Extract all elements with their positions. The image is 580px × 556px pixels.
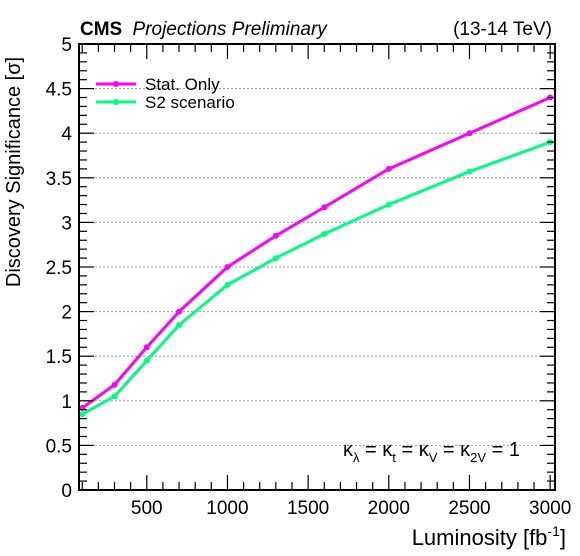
cms-label: CMS — [80, 19, 122, 40]
series-point-2 — [143, 357, 150, 364]
series-point-2 — [466, 168, 473, 175]
y-tick-label: 0 — [61, 481, 72, 502]
axis-ticks — [79, 43, 555, 491]
y-tick-label: 3.5 — [46, 169, 72, 190]
kappa-sub-2v: 2V — [470, 450, 486, 465]
x-tick-label: 3000 — [529, 498, 571, 519]
series-point-1 — [143, 344, 150, 351]
y-axis-title: Discovery Significance [σ] — [3, 57, 25, 287]
equals-sign: = — [437, 439, 460, 461]
series-point-2 — [176, 321, 183, 328]
y-tick-label: 3 — [61, 213, 72, 234]
coupling-annotation: κλ = κt = κV = κ2V = 1 — [343, 439, 520, 465]
energy-label: (13-14 TeV) — [453, 19, 552, 40]
preliminary-label: Projections Preliminary — [133, 19, 329, 40]
kappa-sub-lambda: λ — [353, 450, 360, 465]
equals-sign: = — [396, 439, 419, 461]
kappa-symbol: κ — [343, 439, 354, 461]
y-tick-label: 2 — [61, 303, 72, 324]
legend-label: Stat. Only — [145, 75, 220, 94]
series-point-1 — [176, 308, 183, 315]
header-text: CMS Projections Preliminary — [80, 19, 328, 40]
y-tick-labels: 0 0.5 1 1.5 2 2.5 3 3.5 4 4.5 5 — [46, 35, 73, 502]
grid-lines — [79, 88, 555, 446]
y-tick-label: 2.5 — [46, 258, 72, 279]
kappa-symbol: κ — [382, 439, 393, 461]
x-tick-label: 500 — [131, 498, 163, 519]
series-point-2 — [321, 230, 328, 237]
series-point-2 — [79, 411, 86, 418]
y-tick-label: 4.5 — [46, 80, 72, 101]
x-tick-label: 2500 — [448, 498, 490, 519]
x-tick-label: 1000 — [206, 498, 248, 519]
series-line-2 — [81, 140, 551, 416]
y-tick-label: 1 — [61, 392, 72, 413]
y-tick-label: 4 — [61, 124, 72, 145]
coupling-value: 1 — [509, 439, 520, 461]
legend-marker — [113, 99, 119, 105]
kappa-symbol: κ — [460, 439, 471, 461]
kappa-symbol: κ — [419, 439, 430, 461]
equals-sign: = — [486, 439, 509, 461]
x-tick-labels: 500 1000 1500 2000 2500 3000 — [131, 498, 571, 519]
x-axis-title-main: Luminosity [fb — [412, 525, 548, 550]
kappa-sub-v: V — [429, 450, 438, 465]
x-tick-label: 2000 — [368, 498, 410, 519]
series-point-1 — [272, 232, 279, 239]
equals-sign: = — [359, 439, 382, 461]
legend-label: S2 scenario — [145, 93, 235, 112]
y-tick-label: 1.5 — [46, 347, 72, 368]
series-point-1 — [111, 381, 118, 388]
y-tick-label: 0.5 — [46, 436, 72, 457]
series-point-2 — [385, 201, 392, 208]
series-point-1 — [224, 264, 231, 270]
kappa-sub-t: t — [392, 450, 396, 465]
series-point-2 — [272, 255, 279, 262]
series-layer — [79, 94, 554, 418]
x-axis-title-end: ] — [560, 525, 566, 550]
series-line-1 — [81, 96, 551, 410]
series-point-1 — [321, 204, 328, 211]
series-point-1 — [466, 130, 473, 137]
x-axis-title-sup: -1 — [547, 523, 560, 539]
series-point-2 — [111, 393, 118, 400]
y-tick-label: 5 — [61, 35, 72, 56]
series-point-2 — [224, 281, 231, 288]
legend-marker — [113, 81, 119, 87]
x-axis-title: Luminosity [fb-1] — [412, 523, 566, 550]
x-tick-label: 1500 — [287, 498, 329, 519]
series-point-1 — [385, 165, 392, 172]
